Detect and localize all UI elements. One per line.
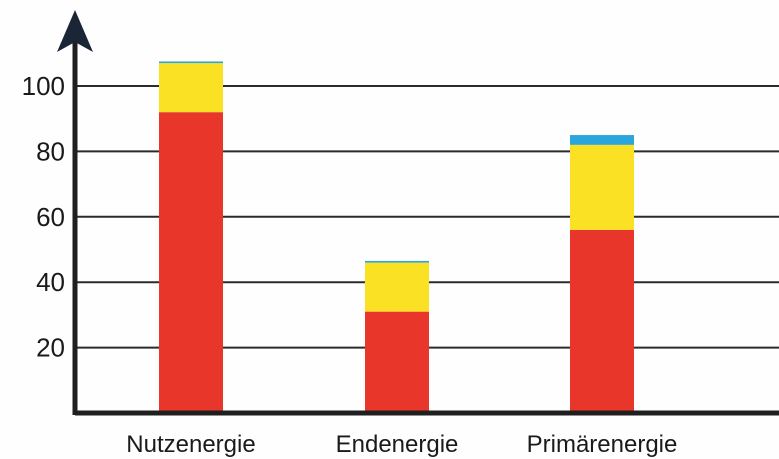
bar-segment-2-primärenergie: [570, 144, 634, 230]
bar-segment-1-endenergie: [365, 311, 429, 413]
y-tick-label: 40: [36, 267, 65, 297]
y-tick-labels: 20 40 60 80 100: [22, 71, 65, 363]
y-axis-arrowhead-icon: [57, 10, 93, 52]
bar-segment-2-nutzenergie: [159, 63, 223, 113]
y-tick-label: 20: [36, 333, 65, 363]
y-tick-label: 60: [36, 202, 65, 232]
bars: [159, 61, 634, 413]
category-label: Nutzenergie: [126, 431, 255, 458]
axes: [57, 10, 779, 416]
category-labels: Nutzenergie Endenergie Primärenergie: [126, 431, 677, 458]
y-tick-label: 100: [22, 71, 65, 101]
category-label: Endenergie: [336, 431, 459, 458]
category-label: Primärenergie: [527, 431, 678, 458]
bar-segment-3-nutzenergie: [159, 61, 223, 64]
bar-segment-3-primärenergie: [570, 135, 634, 145]
bar-segment-1-nutzenergie: [159, 112, 223, 413]
y-tick-label: 80: [36, 136, 65, 166]
bar-segment-2-endenergie: [365, 262, 429, 312]
bar-segment-3-endenergie: [365, 260, 429, 263]
bar-segment-1-primärenergie: [570, 229, 634, 413]
